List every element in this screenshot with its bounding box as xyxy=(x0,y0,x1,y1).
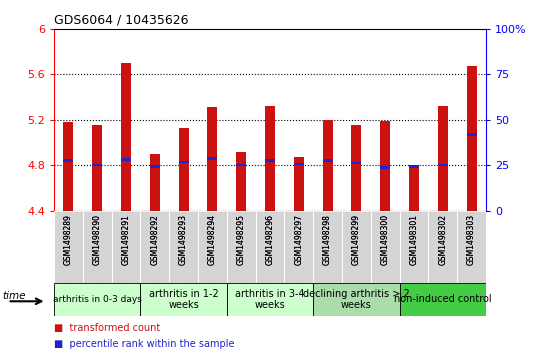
Bar xyxy=(198,211,227,283)
Text: GSM1498292: GSM1498292 xyxy=(150,214,159,265)
Text: GSM1498303: GSM1498303 xyxy=(467,214,476,265)
Text: GSM1498297: GSM1498297 xyxy=(294,214,303,265)
Text: GSM1498302: GSM1498302 xyxy=(438,214,447,265)
Bar xyxy=(352,126,361,211)
Text: GSM1498293: GSM1498293 xyxy=(179,214,188,265)
Text: non-induced control: non-induced control xyxy=(394,294,491,305)
Bar xyxy=(313,211,342,283)
Text: GSM1498289: GSM1498289 xyxy=(64,214,73,265)
Bar xyxy=(313,283,400,316)
Bar xyxy=(438,106,448,211)
Text: GSM1498289: GSM1498289 xyxy=(64,214,73,265)
Text: GSM1498291: GSM1498291 xyxy=(122,214,131,265)
Text: GSM1498294: GSM1498294 xyxy=(208,214,217,265)
Bar xyxy=(63,159,73,162)
Text: GDS6064 / 10435626: GDS6064 / 10435626 xyxy=(54,13,188,26)
Text: GSM1498294: GSM1498294 xyxy=(208,214,217,265)
Text: ■  percentile rank within the sample: ■ percentile rank within the sample xyxy=(54,339,234,350)
Bar xyxy=(179,128,188,211)
Bar xyxy=(438,164,448,166)
Bar xyxy=(322,120,333,211)
Bar xyxy=(236,164,246,166)
Bar xyxy=(179,160,188,163)
Text: arthritis in 1-2
weeks: arthritis in 1-2 weeks xyxy=(148,289,219,310)
Text: arthritis in 3-4
weeks: arthritis in 3-4 weeks xyxy=(235,289,305,310)
Text: GSM1498293: GSM1498293 xyxy=(179,214,188,265)
Bar xyxy=(380,121,390,211)
Bar xyxy=(92,126,102,211)
Bar xyxy=(255,211,285,283)
Text: GSM1498301: GSM1498301 xyxy=(409,214,418,265)
Bar xyxy=(54,283,140,316)
Text: GSM1498299: GSM1498299 xyxy=(352,214,361,265)
Bar xyxy=(294,157,304,211)
Text: GSM1498291: GSM1498291 xyxy=(122,214,131,265)
Bar xyxy=(227,211,255,283)
Bar xyxy=(83,211,112,283)
Bar xyxy=(121,158,131,161)
Bar xyxy=(207,107,218,211)
Bar xyxy=(63,122,73,211)
Bar xyxy=(140,211,169,283)
Text: GSM1498298: GSM1498298 xyxy=(323,214,332,265)
Bar xyxy=(112,211,140,283)
Bar xyxy=(140,283,227,316)
Text: declining arthritis > 2
weeks: declining arthritis > 2 weeks xyxy=(303,289,410,310)
Bar xyxy=(169,211,198,283)
Bar xyxy=(285,211,313,283)
Bar xyxy=(207,157,218,160)
Text: GSM1498290: GSM1498290 xyxy=(93,214,102,265)
Bar xyxy=(54,211,83,283)
Bar xyxy=(265,159,275,162)
Bar xyxy=(227,283,313,316)
Bar xyxy=(121,63,131,211)
Text: GSM1498301: GSM1498301 xyxy=(409,214,418,265)
Bar xyxy=(150,165,160,168)
Bar xyxy=(265,106,275,211)
Text: ■  transformed count: ■ transformed count xyxy=(54,323,160,333)
Bar xyxy=(92,164,102,166)
Bar xyxy=(342,211,371,283)
Bar xyxy=(352,162,361,164)
Bar xyxy=(294,163,304,165)
Text: GSM1498299: GSM1498299 xyxy=(352,214,361,265)
Text: GSM1498297: GSM1498297 xyxy=(294,214,303,265)
Bar xyxy=(380,166,390,169)
Bar xyxy=(428,211,457,283)
Bar xyxy=(457,211,486,283)
Bar xyxy=(236,152,246,211)
Bar xyxy=(400,211,428,283)
Text: GSM1498302: GSM1498302 xyxy=(438,214,447,265)
Text: GSM1498295: GSM1498295 xyxy=(237,214,246,265)
Bar xyxy=(322,159,333,162)
Bar xyxy=(400,283,486,316)
Bar xyxy=(409,165,419,168)
Text: time: time xyxy=(3,291,26,301)
Text: GSM1498298: GSM1498298 xyxy=(323,214,332,265)
Bar xyxy=(467,66,477,211)
Text: GSM1498296: GSM1498296 xyxy=(266,214,274,265)
Text: GSM1498290: GSM1498290 xyxy=(93,214,102,265)
Text: arthritis in 0-3 days: arthritis in 0-3 days xyxy=(53,295,141,304)
Text: GSM1498292: GSM1498292 xyxy=(150,214,159,265)
Bar xyxy=(467,133,477,136)
Bar xyxy=(150,154,160,211)
Text: GSM1498303: GSM1498303 xyxy=(467,214,476,265)
Text: GSM1498296: GSM1498296 xyxy=(266,214,274,265)
Text: GSM1498300: GSM1498300 xyxy=(381,214,390,265)
Bar xyxy=(371,211,400,283)
Text: GSM1498295: GSM1498295 xyxy=(237,214,246,265)
Bar xyxy=(409,167,419,211)
Text: GSM1498300: GSM1498300 xyxy=(381,214,390,265)
